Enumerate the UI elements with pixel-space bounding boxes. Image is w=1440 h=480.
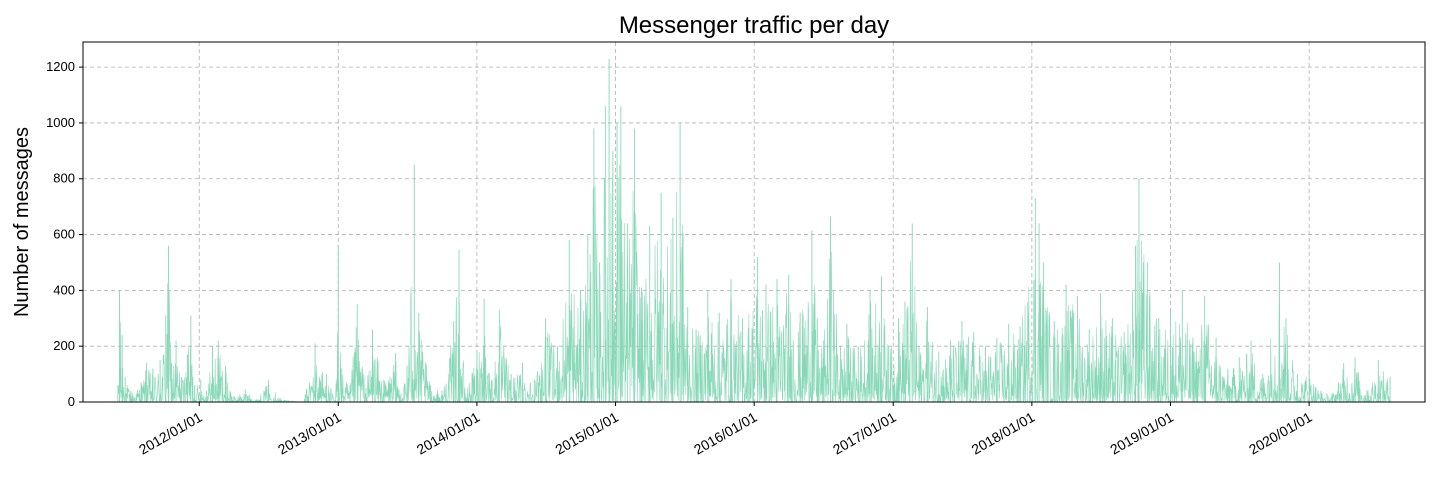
chart-title: Messenger traffic per day xyxy=(619,12,889,39)
x-tick-label: 2020/01/01 xyxy=(1246,409,1315,458)
y-tick-label: 1200 xyxy=(46,59,75,74)
grid-layer xyxy=(83,42,1425,402)
y-tick-label: 200 xyxy=(53,338,75,353)
y-axis-label: Number of messages xyxy=(11,127,33,317)
y-tick-label: 400 xyxy=(53,282,75,297)
x-tick-label: 2019/01/01 xyxy=(1107,409,1176,458)
x-tick-label: 2012/01/01 xyxy=(136,409,205,458)
y-tick-label: 800 xyxy=(53,171,75,186)
x-tick-label: 2016/01/01 xyxy=(691,409,760,458)
series-line xyxy=(117,164,1391,403)
x-axis: 2012/01/01 2013/01/01 2014/01/01 2015/01/01… xyxy=(136,402,1315,458)
plot-frame xyxy=(82,41,1426,403)
x-tick-label: 2015/01/01 xyxy=(552,409,621,458)
y-tick-label: 1000 xyxy=(46,115,75,130)
y-tick-label: 600 xyxy=(53,227,75,242)
x-tick-label: 2014/01/01 xyxy=(414,409,483,458)
x-tick-label: 2018/01/01 xyxy=(969,409,1038,458)
x-tick-label: 2013/01/01 xyxy=(275,409,344,458)
y-axis: 0 200 400 600 800 1000 1200 xyxy=(46,59,83,409)
series-layer xyxy=(117,58,1391,403)
x-tick-label: 2017/01/01 xyxy=(830,409,899,458)
y-tick-label: 0 xyxy=(68,394,75,409)
